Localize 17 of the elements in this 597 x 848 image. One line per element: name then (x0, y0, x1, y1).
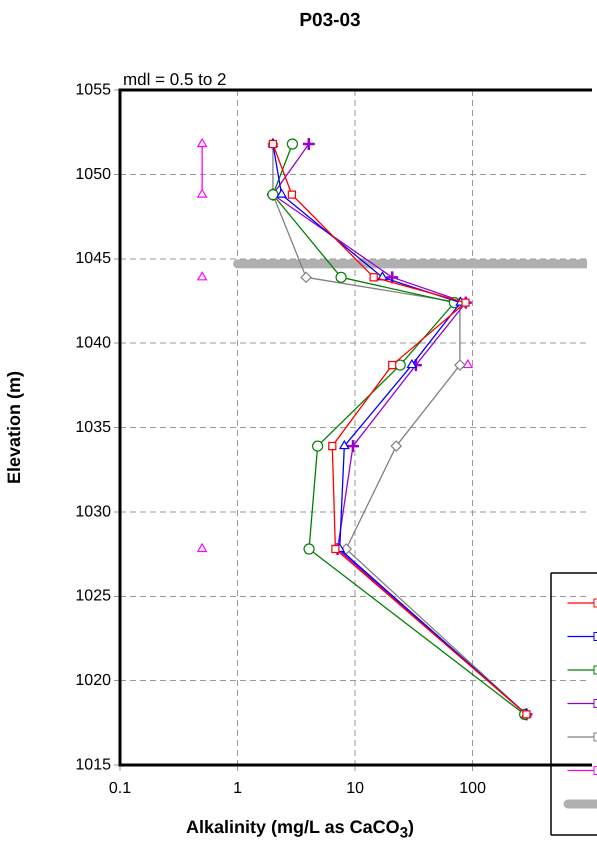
y-tick-label: 1015 (75, 756, 112, 774)
x-tick-label: 100 (459, 780, 486, 798)
text: mdl = 0.5 to 2 (123, 70, 226, 90)
y-tick-label: 1030 (75, 503, 112, 520)
chart-title: P03-03 (298, 10, 362, 32)
y-tick-label: 1025 (75, 588, 112, 605)
y-axis-title: Elevation (m) (4, 370, 24, 484)
x-tick-label: 0.1 (108, 780, 132, 798)
y-tick-label: 1035 (75, 418, 112, 436)
x-tick-label: 1 (233, 780, 242, 798)
y-tick-label: 1050 (75, 166, 112, 183)
y-tick-label: 1020 (75, 672, 112, 690)
y-tick-label: 1055 (75, 81, 112, 98)
x-tick-label: 10 (346, 780, 364, 798)
y-tick-label: 1040 (75, 334, 112, 352)
y-tick-label: 1045 (75, 250, 112, 268)
x-axis-title: Alkalinity (mg/L as CaCO$_{3}$) (184, 817, 416, 842)
